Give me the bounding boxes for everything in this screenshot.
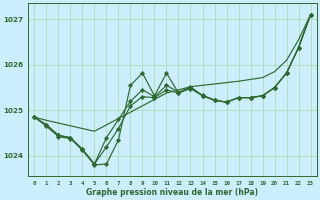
X-axis label: Graphe pression niveau de la mer (hPa): Graphe pression niveau de la mer (hPa) (86, 188, 259, 197)
